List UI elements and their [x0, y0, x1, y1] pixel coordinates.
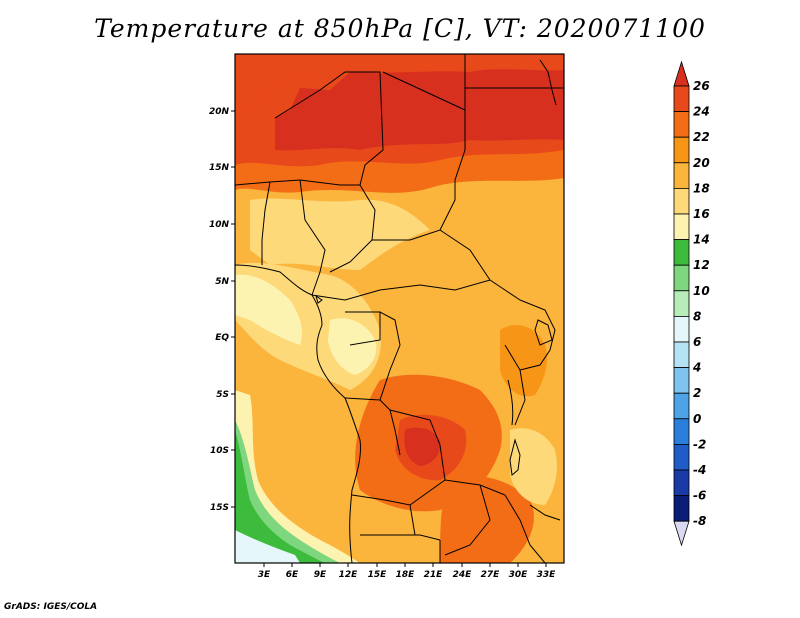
lat-label: 10S	[210, 446, 229, 456]
colorbar-label: 8	[693, 309, 701, 323]
colorbar-bin	[673, 495, 690, 522]
lat-label: EQ	[215, 333, 229, 343]
latitude-labels: 20N 15N 10N 5N EQ 5S 10S 15S	[209, 107, 230, 513]
colorbar-label: 20	[693, 156, 710, 170]
colorbar-bin	[673, 213, 690, 241]
lat-label: 15N	[209, 163, 230, 173]
longitude-labels: 3E 6E 9E 12E 15E 18E 21E 24E 27E 30E 33E	[258, 570, 556, 580]
colorbar-label: 26	[693, 79, 710, 93]
lon-label: 12E	[339, 570, 359, 580]
colorbar-label: 6	[693, 335, 701, 349]
lon-label: 6E	[286, 570, 299, 580]
country-borders	[235, 54, 564, 563]
colorbar-bin	[673, 136, 690, 164]
lon-label: 21E	[424, 570, 444, 580]
colorbar-label: -4	[693, 463, 706, 477]
colorbar-bin	[673, 392, 690, 420]
lon-label: 18E	[396, 570, 416, 580]
colorbar-label: -2	[693, 437, 706, 451]
colorbar-label: 18	[693, 181, 710, 195]
latitude-axis	[231, 110, 235, 508]
lon-label: 30E	[509, 570, 529, 580]
lat-label: 20N	[209, 107, 230, 117]
colorbar-bin	[673, 111, 690, 138]
colorbar-label: 16	[693, 207, 710, 221]
lat-label: 5S	[216, 390, 229, 400]
colorbar-bin	[673, 162, 690, 189]
lon-label: 9E	[314, 570, 327, 580]
grads-credit: GrADS: IGES/COLA	[4, 602, 98, 612]
colorbar-bin	[673, 290, 690, 317]
colorbar-bin	[673, 239, 690, 266]
map-frame	[234, 53, 565, 564]
lon-label: 33E	[537, 570, 557, 580]
colorbar-label: 24	[693, 105, 710, 119]
lat-label: 10N	[209, 220, 230, 230]
colorbar-label: 4	[692, 361, 701, 375]
colorbar-label: 14	[693, 233, 710, 247]
lon-label: 15E	[368, 570, 388, 580]
colorbar-bin	[673, 469, 690, 497]
lat-label: 5N	[215, 277, 229, 287]
colorbar-label: 2	[693, 386, 701, 400]
colorbar-bin	[673, 367, 690, 394]
colorbar-top-arrow	[673, 60, 690, 87]
colorbar-bin	[673, 315, 690, 343]
colorbar-bin	[673, 264, 690, 292]
colorbar-label: -6	[693, 489, 706, 503]
colorbar-label: 10	[693, 284, 710, 298]
colorbar-bin	[673, 187, 690, 215]
colorbar-bin	[673, 85, 690, 113]
colorbar-label: 22	[693, 130, 710, 144]
colorbar-label: 0	[693, 412, 701, 426]
temperature-field	[235, 54, 564, 563]
colorbar-bin	[673, 418, 690, 445]
colorbar-label: -8	[693, 514, 706, 528]
colorbar-bin	[673, 341, 690, 369]
lon-label: 3E	[258, 570, 271, 580]
longitude-axis	[263, 563, 547, 567]
colorbar-bottom-arrow	[673, 520, 690, 547]
lon-label: 27E	[481, 570, 501, 580]
colorbar-bin	[673, 443, 690, 471]
lat-label: 15S	[210, 503, 229, 513]
lon-label: 24E	[453, 570, 473, 580]
map-title: Temperature at 850hPa [C], VT: 202007110…	[94, 14, 706, 43]
colorbar-label: 12	[693, 258, 710, 272]
